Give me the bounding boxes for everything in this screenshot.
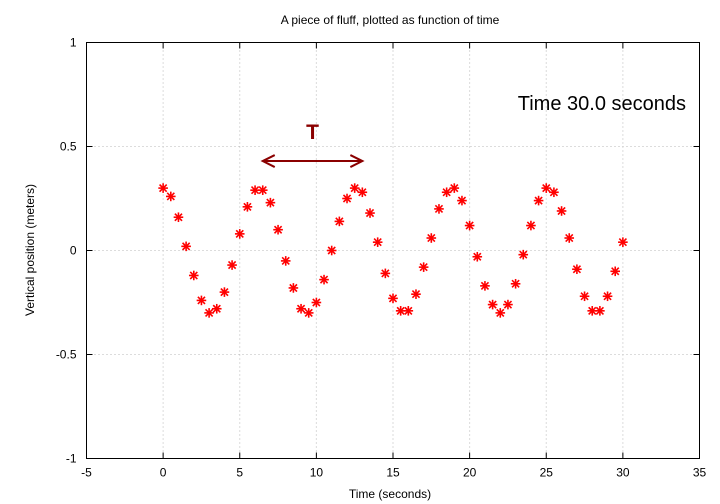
data-point bbox=[273, 224, 283, 235]
x-axis-label: Time (seconds) bbox=[349, 487, 431, 501]
data-point bbox=[457, 195, 467, 206]
y-tick-label: 0.5 bbox=[60, 140, 77, 154]
x-tick-label: 30 bbox=[616, 466, 630, 480]
data-point bbox=[326, 245, 337, 256]
data-point bbox=[173, 212, 184, 223]
data-point bbox=[242, 202, 253, 212]
x-tick-label: 5 bbox=[236, 466, 243, 480]
data-point bbox=[510, 278, 521, 289]
data-point bbox=[426, 233, 437, 243]
data-point bbox=[211, 303, 222, 314]
data-points bbox=[158, 183, 628, 318]
data-point bbox=[280, 256, 291, 266]
x-tick-label: 20 bbox=[463, 466, 477, 480]
data-point bbox=[602, 291, 613, 302]
x-tick-label: 35 bbox=[693, 466, 707, 480]
period-label: T bbox=[306, 121, 319, 144]
data-point bbox=[618, 237, 628, 247]
data-point bbox=[219, 287, 230, 297]
data-point bbox=[342, 193, 352, 204]
y-tick-label: -0.5 bbox=[56, 348, 77, 362]
data-point bbox=[181, 241, 191, 252]
x-tick-label: -5 bbox=[81, 466, 92, 480]
data-point bbox=[418, 262, 429, 272]
axis-ticks bbox=[86, 42, 700, 459]
y-tick-label: -1 bbox=[66, 452, 77, 466]
data-point bbox=[541, 183, 552, 193]
data-point bbox=[449, 183, 460, 193]
data-point bbox=[556, 206, 567, 216]
data-point bbox=[441, 187, 452, 198]
data-point bbox=[265, 197, 276, 208]
data-point bbox=[319, 274, 329, 285]
data-point bbox=[257, 185, 268, 195]
data-point bbox=[587, 306, 598, 316]
data-point bbox=[250, 185, 260, 195]
data-point bbox=[549, 187, 559, 198]
data-point bbox=[403, 306, 414, 316]
y-tick-label: 0 bbox=[70, 244, 77, 258]
data-point bbox=[526, 220, 536, 231]
data-point bbox=[595, 306, 605, 316]
data-point bbox=[334, 216, 345, 227]
data-point bbox=[518, 249, 529, 260]
data-point bbox=[503, 299, 513, 310]
data-point bbox=[188, 270, 199, 281]
grid-lines bbox=[86, 42, 700, 459]
data-point bbox=[296, 303, 306, 314]
y-axis-label: Vertical position (meters) bbox=[23, 184, 37, 316]
data-point bbox=[388, 293, 398, 304]
data-point bbox=[372, 237, 383, 247]
data-point bbox=[357, 187, 368, 198]
data-point bbox=[533, 195, 544, 206]
data-point bbox=[487, 299, 498, 310]
x-tick-label: 25 bbox=[540, 466, 554, 480]
data-point bbox=[196, 295, 207, 306]
period-arrow bbox=[260, 154, 365, 168]
x-tick-label: 0 bbox=[160, 466, 167, 480]
period-arrow-left-head bbox=[260, 154, 276, 168]
x-tick-label: 15 bbox=[386, 466, 400, 480]
time-readout: Time 30.0 seconds bbox=[518, 93, 686, 115]
data-point bbox=[434, 204, 444, 214]
data-point bbox=[579, 291, 590, 302]
data-point bbox=[480, 281, 490, 291]
data-point bbox=[495, 308, 506, 318]
data-point bbox=[204, 308, 214, 318]
x-tick-label: 10 bbox=[310, 466, 324, 480]
data-point bbox=[380, 268, 391, 279]
y-tick-label: 1 bbox=[70, 36, 77, 50]
period-annotation: T bbox=[260, 121, 365, 168]
data-point bbox=[234, 229, 245, 239]
period-arrow-right-head bbox=[349, 154, 365, 168]
data-point bbox=[411, 289, 421, 299]
data-point bbox=[158, 183, 168, 193]
data-point bbox=[365, 208, 375, 218]
data-point bbox=[349, 183, 360, 193]
data-point bbox=[610, 266, 621, 277]
data-point bbox=[572, 264, 582, 275]
data-point bbox=[395, 306, 406, 316]
axis-tick-labels: -5 0 5 10 15 20 25 30 35 -1 -0.5 0 0.5 1 bbox=[56, 36, 707, 480]
data-point bbox=[288, 283, 299, 293]
data-point bbox=[303, 308, 314, 318]
data-point bbox=[311, 297, 322, 308]
data-point bbox=[464, 220, 475, 231]
chart-title: A piece of fluff, plotted as function of… bbox=[281, 13, 500, 27]
data-point bbox=[227, 260, 237, 270]
data-point bbox=[564, 233, 575, 243]
data-point bbox=[165, 191, 176, 202]
data-point bbox=[472, 251, 483, 262]
